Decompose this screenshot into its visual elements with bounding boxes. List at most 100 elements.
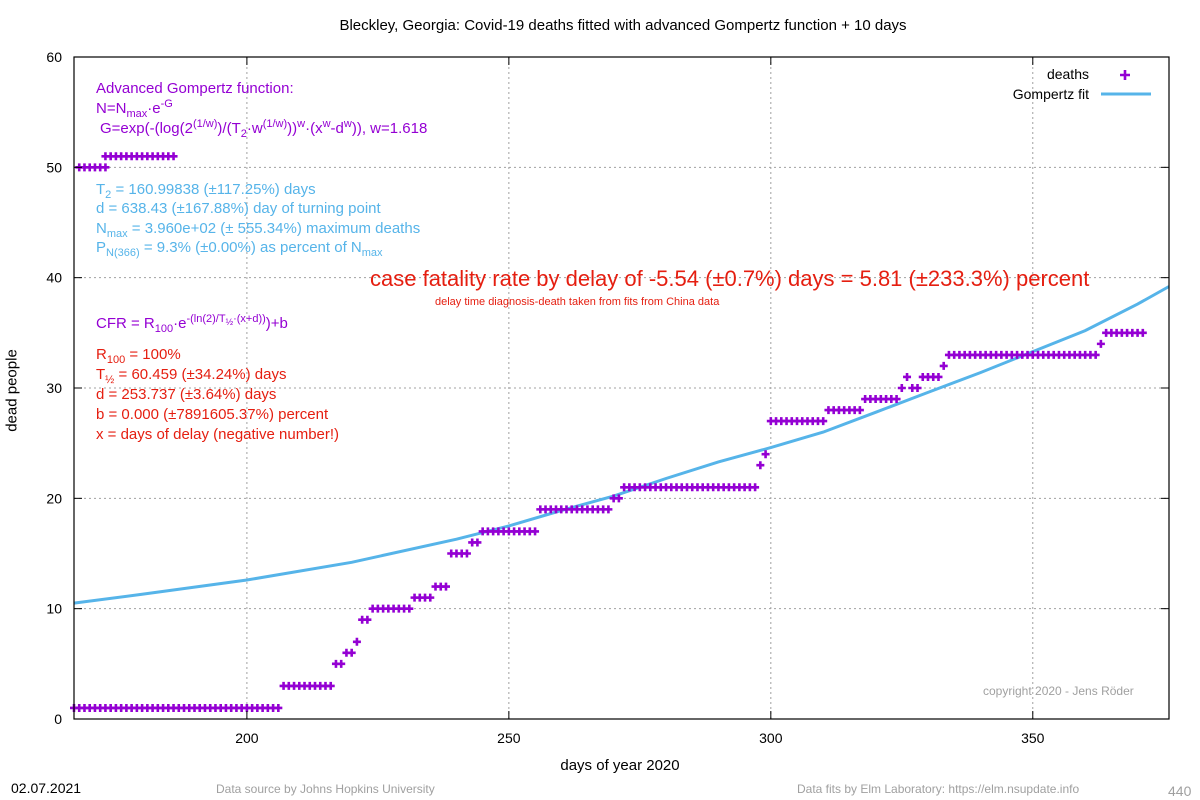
formula-g-t1: G=exp(-(log(2 xyxy=(100,120,193,137)
death-point xyxy=(274,703,283,712)
fit-d: d = 638.43 (±167.88%) day of turning poi… xyxy=(96,200,381,217)
cfr-r100-c: = 100% xyxy=(129,346,181,363)
death-point xyxy=(426,593,435,602)
fit-t2-b: 2 xyxy=(105,189,112,201)
x-tick-label: 200 xyxy=(235,730,259,746)
death-point xyxy=(604,505,613,514)
fit-t2-a: T xyxy=(96,181,106,198)
deaths-points xyxy=(70,152,1147,712)
cfr-formula-d: -(ln(2)/T½·(x+d)) xyxy=(186,313,266,328)
cfr-formula-b: 100 xyxy=(154,323,174,335)
y-tick-label: 20 xyxy=(46,490,62,506)
fit-t2: T2 = 160.99838 (±117.25%) days xyxy=(96,181,316,201)
formula-n: N=Nmax·e-G xyxy=(96,98,173,120)
cfr-formula: CFR = R100·e-(ln(2)/T½·(x+d)))+b xyxy=(96,313,288,335)
cfr-formula-a: CFR = R xyxy=(96,315,155,332)
cfr-r100: R100 = 100% xyxy=(96,346,181,366)
legend: deaths Gompertz fit xyxy=(1013,66,1151,102)
formula-g-t12: w xyxy=(343,118,352,130)
formula-g-t9: ·(x xyxy=(305,120,323,137)
cfr-r100-a: R xyxy=(96,346,107,363)
death-point xyxy=(751,483,760,492)
death-point xyxy=(473,538,482,547)
grid xyxy=(74,57,1169,719)
fit-p: PN(366) = 9.3% (±0.00%) as percent of Nm… xyxy=(96,239,383,259)
formula-title: Advanced Gompertz function: xyxy=(96,80,294,97)
y-tick-label: 10 xyxy=(46,601,62,617)
death-point xyxy=(337,659,346,668)
death-point xyxy=(1138,328,1147,337)
death-point xyxy=(934,372,943,381)
y-tick-label: 40 xyxy=(46,270,62,286)
legend-label-fit: Gompertz fit xyxy=(1013,86,1089,102)
cfr-headline: case fatality rate by delay of -5.54 (±0… xyxy=(370,266,1090,291)
cfr-b: b = 0.000 (±7891605.37%) percent xyxy=(96,406,329,423)
copyright: copyright 2020 - Jens Röder xyxy=(983,684,1134,698)
death-point xyxy=(352,637,361,646)
formula-g-t4: 2 xyxy=(240,128,247,140)
formula-g: G=exp(-(log(2(1/w))/(T2·w(1/w)))w·(xw-dw… xyxy=(100,118,427,140)
death-point xyxy=(614,494,623,503)
cfr-formula-d1: -(ln(2)/T xyxy=(186,313,226,325)
death-point xyxy=(462,549,471,558)
chart-title: Bleckley, Georgia: Covid-19 deaths fitte… xyxy=(339,17,907,34)
death-point xyxy=(347,648,356,657)
death-point xyxy=(761,450,770,459)
death-point xyxy=(892,395,901,404)
death-point xyxy=(101,163,110,172)
formula-g-t5: ·w xyxy=(246,120,263,137)
footer-source: Data source by Johns Hopkins University xyxy=(216,782,435,796)
cfr-thalf-a: T xyxy=(96,366,106,383)
death-point xyxy=(756,461,765,470)
death-point xyxy=(913,384,922,392)
fit-p-d: max xyxy=(361,247,383,259)
cfr-thalf-c: = 60.459 (±34.24%) days xyxy=(118,366,287,383)
footer-date: 02.07.2021 xyxy=(11,780,82,796)
y-tick-label: 50 xyxy=(46,159,62,175)
death-point xyxy=(441,582,450,591)
formula-g-t7: )) xyxy=(287,120,298,137)
cfr-thalf: T½ = 60.459 (±34.24%) days xyxy=(96,366,286,386)
cfr-d: d = 253.737 (±3.64%) days xyxy=(96,386,277,403)
legend-label-deaths: deaths xyxy=(1047,66,1089,82)
death-point xyxy=(897,384,906,392)
formula-g-t2: (1/w) xyxy=(192,118,218,130)
x-tick-label: 300 xyxy=(759,730,783,746)
x-axis-label: days of year 2020 xyxy=(560,757,680,774)
fit-nmax-b: max xyxy=(106,228,128,240)
formula-n-text-1: N=N xyxy=(96,100,127,117)
death-point xyxy=(1096,339,1105,348)
death-point xyxy=(819,417,828,426)
death-point xyxy=(363,615,372,624)
cfr-note: delay time diagnosis-death taken from fi… xyxy=(435,296,720,308)
formula-g-t11: -d xyxy=(330,120,344,137)
fit-t2-c: = 160.99838 (±117.25%) days xyxy=(115,181,316,198)
formula-n-sup: -G xyxy=(160,98,173,110)
death-point xyxy=(939,361,948,370)
x-tick-label: 250 xyxy=(497,730,521,746)
formula-g-t10: w xyxy=(322,118,331,130)
legend-marker-deaths xyxy=(1120,70,1130,80)
formula-g-t13: )), w=1.618 xyxy=(351,120,428,137)
cfr-formula-e: )+b xyxy=(265,315,288,332)
x-tick-label: 350 xyxy=(1021,730,1045,746)
cfr-x: x = days of delay (negative number!) xyxy=(96,426,340,443)
fit-nmax-c: = 3.960e+02 (± 555.34%) maximum deaths xyxy=(131,220,421,237)
cfr-formula-d3: ·(x+d)) xyxy=(233,313,266,325)
fit-nmax: Nmax = 3.960e+02 (± 555.34%) maximum dea… xyxy=(96,220,420,240)
death-point xyxy=(1091,350,1100,359)
formula-g-t8: w xyxy=(297,118,306,130)
death-point xyxy=(326,681,335,690)
formula-n-sub: max xyxy=(126,108,148,120)
footer-fits: Data fits by Elm Laboratory: https://elm… xyxy=(797,782,1080,796)
death-point xyxy=(855,406,864,415)
fit-nmax-a: N xyxy=(96,220,107,237)
fit-p-a: P xyxy=(96,239,107,256)
cfr-formula-d2: ½ xyxy=(225,317,234,328)
fit-p-c: = 9.3% (±0.00%) as percent of N xyxy=(143,239,362,256)
y-tick-label: 30 xyxy=(46,380,62,396)
cfr-thalf-b: ½ xyxy=(105,374,115,386)
formula-g-t6: (1/w) xyxy=(262,118,288,130)
y-axis-label: dead people xyxy=(3,349,21,432)
